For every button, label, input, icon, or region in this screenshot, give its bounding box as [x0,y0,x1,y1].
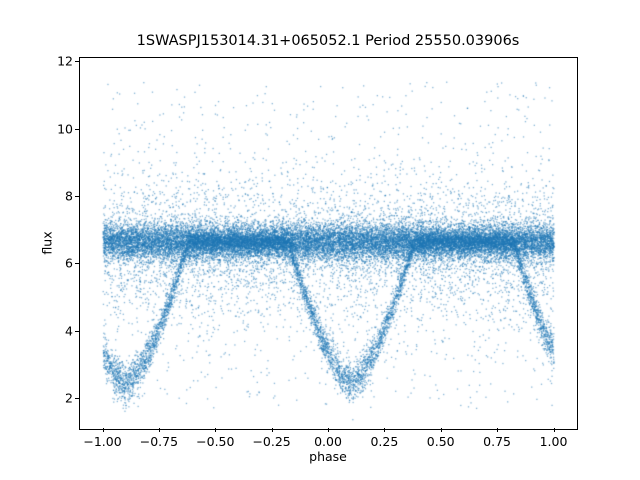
y-tick-mark [75,397,79,399]
x-tick-mark [102,428,104,432]
y-tick-mark [75,263,79,265]
y-tick-label: 4 [65,323,73,338]
y-axis-label: flux [39,231,55,255]
x-tick-label: −0.25 [252,434,291,449]
y-tick-mark [75,128,79,130]
x-tick-label: 0.50 [426,434,455,449]
chart-title: 1SWASPJ153014.31+065052.1 Period 25550.0… [136,33,520,49]
x-tick-label: 0.25 [370,434,399,449]
y-tick-label: 6 [65,255,73,271]
y-tick-mark [75,195,79,197]
x-tick-mark [553,428,555,432]
x-tick-mark [215,428,217,432]
x-tick-label: −0.50 [196,434,235,449]
x-axis-label: phase [309,449,347,464]
y-tick-label: 8 [65,188,73,204]
x-tick-label: 1.00 [539,434,568,449]
y-tick-mark [75,330,79,332]
x-tick-mark [158,428,160,432]
y-tick-label: 12 [57,53,73,69]
x-tick-mark [384,428,386,432]
y-tick-label: 10 [57,121,73,137]
x-tick-label: −1.00 [83,434,122,449]
y-tick-mark [75,61,79,63]
x-tick-mark [497,428,499,432]
x-tick-mark [440,428,442,432]
x-tick-label: −0.75 [139,434,179,449]
x-tick-mark [271,428,273,432]
scatter-points-canvas [80,58,576,428]
x-tick-label: 0.00 [314,434,342,449]
y-tick-label: 2 [65,390,73,406]
x-tick-mark [328,428,329,432]
x-tick-label: 0.75 [483,434,512,449]
